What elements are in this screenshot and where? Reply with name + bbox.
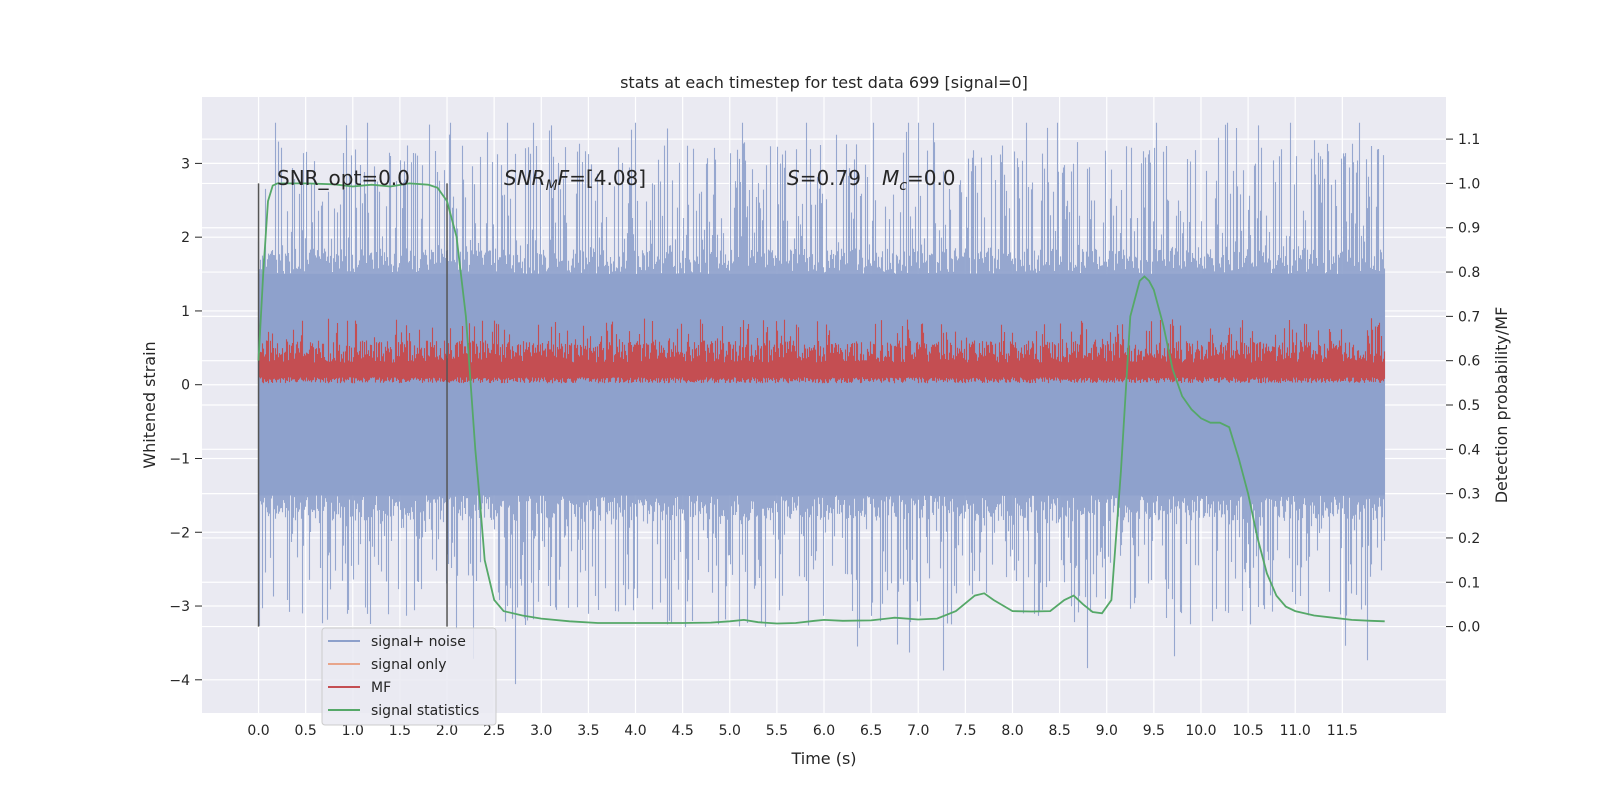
legend-label-mf: MF <box>371 680 391 696</box>
legend-item-signal-noise: signal+ noise <box>328 634 466 650</box>
y-left-tick-label: −4 <box>169 673 190 689</box>
series-signal-statistics <box>257 182 1385 625</box>
annotation-snr-mf-symbol: SNR <box>504 166 546 190</box>
x-tick-label: 3.0 <box>530 723 552 739</box>
x-tick-label: 4.5 <box>672 723 694 739</box>
x-tick-label: 6.5 <box>860 723 882 739</box>
x-tick-label: 6.0 <box>813 723 835 739</box>
legend-item-signal-only: signal only <box>328 657 446 673</box>
x-tick-label: 2.5 <box>483 723 505 739</box>
x-tick-label: 3.5 <box>577 723 599 739</box>
annotation-snr-opt: SNR_opt=0.0 <box>277 166 410 190</box>
x-axis-ticks: 0.0 0.5 1.0 1.5 2.0 2.5 3.0 3.5 4.0 4.5 5.0 5.5 6.0 6… <box>247 723 1358 739</box>
y-right-tick-label: 1.0 <box>1458 176 1480 192</box>
annotation-snr-mf-value: =[4.08] <box>569 166 646 190</box>
legend-item-mf: MF <box>328 680 391 696</box>
x-tick-label: 1.5 <box>389 723 411 739</box>
y-left-tick-label: −1 <box>169 451 190 467</box>
plot-area <box>257 122 1386 685</box>
annotation-s-value: =0.79 <box>800 166 861 190</box>
annotation-mc: Mc=0.0 <box>882 166 956 194</box>
y-right-tick-label: 0.7 <box>1458 309 1480 325</box>
x-tick-label: 9.5 <box>1143 723 1165 739</box>
y-left-axis-ticks: 3 2 1 0 −1 −2 −3 −4 <box>169 156 202 689</box>
y-right-tick-label: 0.4 <box>1458 442 1480 458</box>
annotation-snr-mf-subscript: M <box>546 178 558 194</box>
y-right-tick-label: 0.2 <box>1458 531 1480 547</box>
x-axis-label: Time (s) <box>790 749 856 768</box>
legend-box <box>321 627 497 726</box>
x-tick-label: 5.5 <box>766 723 788 739</box>
annotation-mc-subscript: c <box>899 178 907 194</box>
window-markers <box>257 183 448 627</box>
x-tick-label: 10.0 <box>1185 723 1216 739</box>
x-tick-label: 11.5 <box>1327 723 1358 739</box>
x-tick-label: 1.0 <box>342 723 364 739</box>
annotation-snr-mf-symbol-2: F <box>558 166 570 190</box>
y-left-axis-label: Whitened strain <box>140 341 159 468</box>
y-left-tick-label: 3 <box>181 156 190 172</box>
y-left-tick-label: −3 <box>169 599 190 615</box>
x-tick-label: 8.0 <box>1001 723 1023 739</box>
x-tick-label: 8.5 <box>1048 723 1070 739</box>
annotation-snr-mf: SNRMF=[4.08] <box>504 166 646 194</box>
y-right-tick-label: 0.5 <box>1458 398 1480 414</box>
x-tick-label: 5.0 <box>719 723 741 739</box>
legend-item-signal-statistics: signal statistics <box>328 703 479 719</box>
annotation-mc-value: =0.0 <box>907 166 956 190</box>
x-tick-label: 10.5 <box>1233 723 1264 739</box>
y-left-tick-label: 2 <box>181 230 190 246</box>
legend-label-signal-statistics: signal statistics <box>371 703 479 719</box>
y-right-axis-ticks: 1.1 1.0 0.9 0.8 0.7 0.6 0.5 0.4 0.3 0.2 0.1 0.0 <box>1446 132 1480 636</box>
annotation-s-symbol: S <box>787 166 800 190</box>
x-tick-label: 2.0 <box>436 723 458 739</box>
annotation-mc-symbol: M <box>882 166 899 190</box>
y-right-tick-label: 1.1 <box>1458 132 1480 148</box>
signal-noise-core <box>258 274 1385 496</box>
y-right-tick-label: 0.8 <box>1458 265 1480 281</box>
y-left-tick-label: 0 <box>181 378 190 394</box>
y-right-tick-label: 0.6 <box>1458 354 1480 370</box>
y-left-tick-label: 1 <box>181 304 190 320</box>
legend-label-signal-only: signal only <box>371 657 446 673</box>
x-tick-label: 0.0 <box>247 723 269 739</box>
legend-label-signal-noise: signal+ noise <box>371 634 466 650</box>
y-right-tick-label: 0.3 <box>1458 487 1480 503</box>
annotation-s: S=0.79 <box>787 166 861 190</box>
x-tick-label: 7.5 <box>954 723 976 739</box>
chart-title: stats at each timestep for test data 699… <box>620 73 1028 92</box>
annotations: SNR_opt=0.0 SNRMF=[4.08] S=0.79 Mc=0.0 <box>277 166 956 194</box>
x-tick-label: 9.0 <box>1096 723 1118 739</box>
x-tick-label: 7.0 <box>907 723 929 739</box>
x-tick-label: 0.5 <box>295 723 317 739</box>
y-left-tick-label: −2 <box>169 525 190 541</box>
y-right-tick-label: 0.0 <box>1458 620 1480 636</box>
y-right-axis-label: Detection probability/MF <box>1492 307 1511 504</box>
x-tick-label: 11.0 <box>1280 723 1311 739</box>
legend: signal+ noise signal only MF signal stat… <box>321 627 497 726</box>
series-signal-noise <box>257 122 1386 685</box>
x-tick-label: 4.0 <box>624 723 646 739</box>
y-right-tick-label: 0.9 <box>1458 221 1480 237</box>
y-right-tick-label: 0.1 <box>1458 575 1480 591</box>
